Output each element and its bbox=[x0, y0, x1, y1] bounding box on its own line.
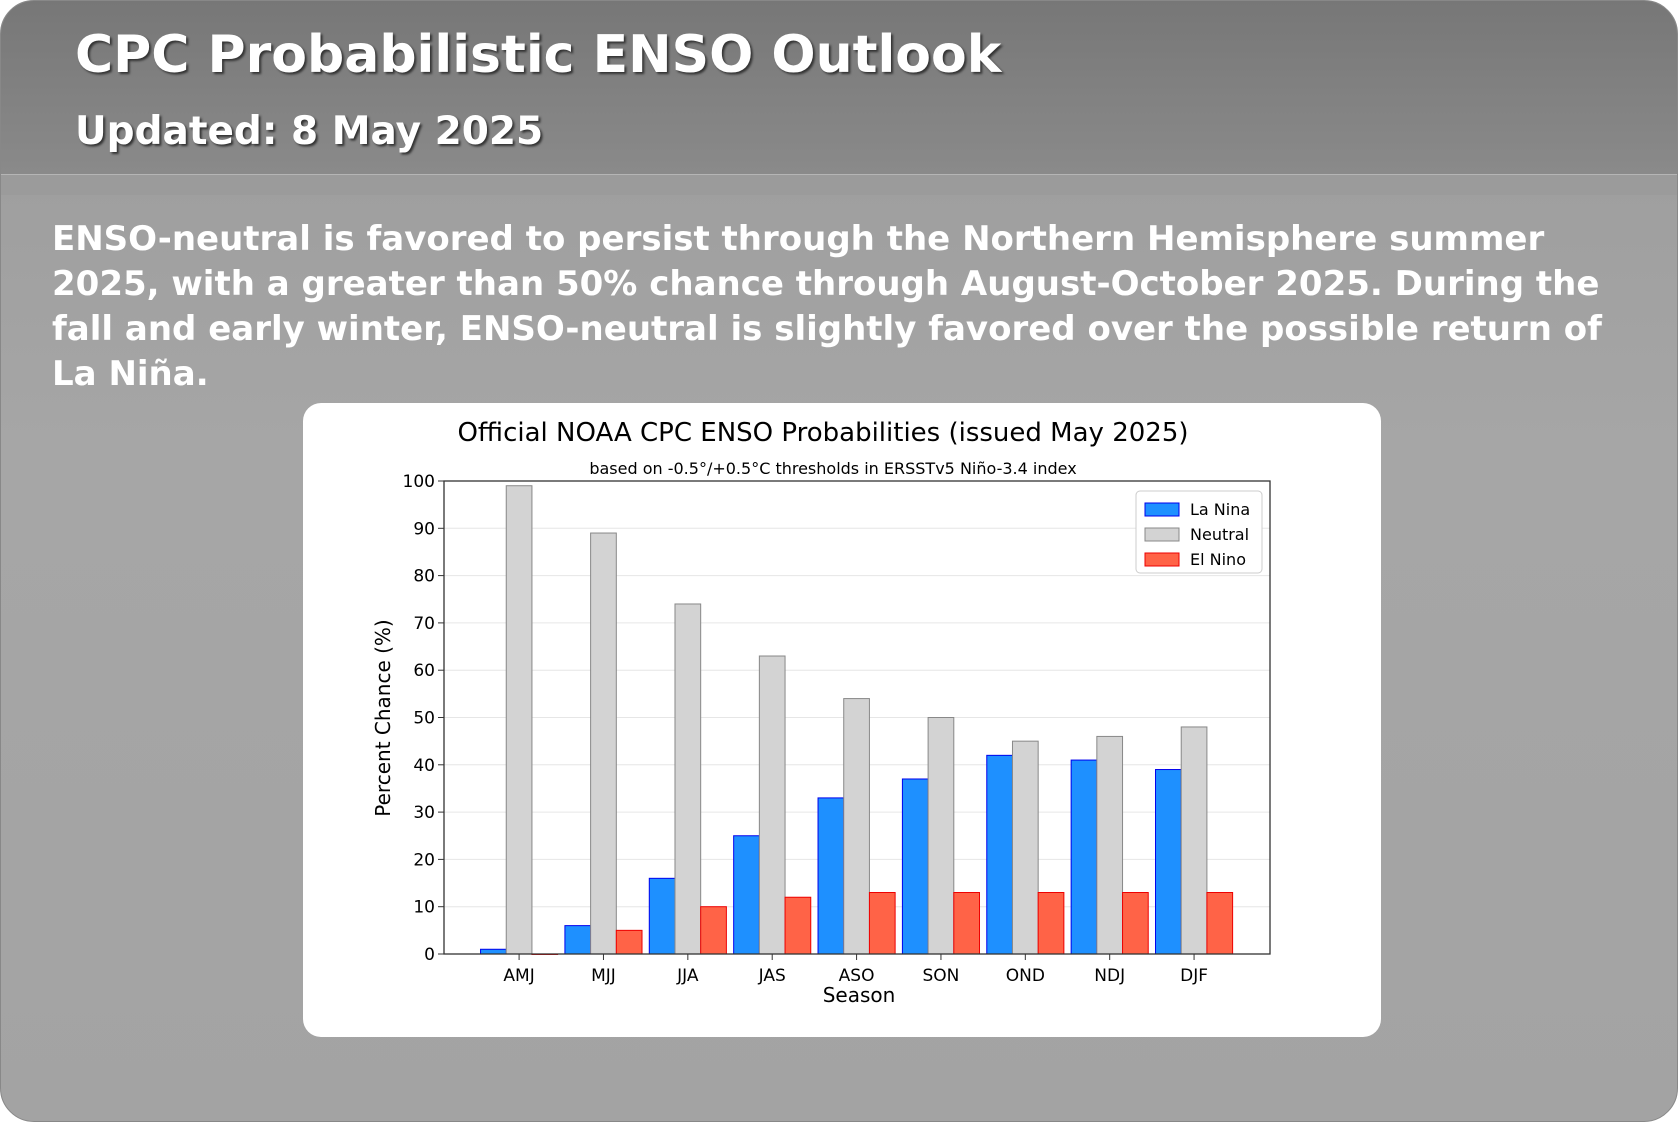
y-tick-label: 100 bbox=[403, 472, 435, 492]
bar-la-nina bbox=[648, 877, 676, 955]
bar-neutral bbox=[505, 485, 533, 955]
bar-neutral bbox=[590, 532, 617, 955]
legend-swatch bbox=[1144, 527, 1180, 542]
legend-swatch bbox=[1144, 552, 1180, 567]
bar-neutral bbox=[674, 603, 702, 955]
bar-la-nina bbox=[901, 778, 929, 955]
bar-neutral bbox=[843, 698, 870, 955]
x-tick-label: JJA bbox=[676, 966, 699, 986]
y-tick-label: 0 bbox=[424, 945, 435, 965]
x-tick-label: DJF bbox=[1180, 966, 1208, 986]
y-tick-label: 80 bbox=[413, 567, 435, 587]
chart-subtitle: based on -0.5°/+0.5°C thresholds in ERSS… bbox=[589, 459, 1076, 478]
x-tick-label: OND bbox=[1006, 966, 1045, 986]
x-tick-label: ASO bbox=[839, 966, 875, 986]
y-axis-label: Percent Chance (%) bbox=[371, 619, 395, 816]
legend-swatch bbox=[1144, 502, 1180, 517]
bar-el-nino bbox=[1037, 892, 1065, 955]
bar-el-nino bbox=[700, 906, 727, 955]
legend-label: Neutral bbox=[1190, 525, 1249, 544]
legend-label: La Nina bbox=[1190, 500, 1250, 519]
y-tick-label: 90 bbox=[413, 519, 435, 539]
bar-el-nino bbox=[868, 892, 896, 955]
bar-neutral bbox=[927, 717, 955, 955]
bar-el-nino bbox=[1206, 892, 1234, 955]
divider bbox=[1, 174, 1677, 195]
updated-date: Updated: 8 May 2025 bbox=[75, 109, 544, 154]
bar-la-nina bbox=[1070, 759, 1098, 955]
y-tick-label: 40 bbox=[413, 756, 435, 776]
bar-la-nina bbox=[564, 925, 592, 955]
x-axis-label: Season bbox=[823, 983, 896, 1007]
y-tick-label: 10 bbox=[413, 898, 435, 918]
x-tick-label: JAS bbox=[758, 966, 786, 986]
header: CPC Probabilistic ENSO Outlook Updated: … bbox=[1, 1, 1677, 174]
x-tick-label: AMJ bbox=[503, 966, 534, 986]
bar-el-nino bbox=[953, 892, 980, 955]
bar-el-nino bbox=[784, 896, 812, 955]
summary-text: ENSO-neutral is favored to persist throu… bbox=[52, 219, 1602, 394]
chart-title: Official NOAA CPC ENSO Probabilities (is… bbox=[457, 418, 1188, 448]
enso-probability-chart: Official NOAA CPC ENSO Probabilities (is… bbox=[371, 418, 1271, 1007]
bar-neutral bbox=[758, 655, 786, 955]
x-tick-label: MJJ bbox=[591, 966, 616, 986]
bar-el-nino bbox=[615, 929, 643, 955]
y-tick-label: 60 bbox=[413, 661, 435, 681]
y-tick-label: 20 bbox=[413, 850, 435, 870]
legend-label: El Nino bbox=[1190, 550, 1246, 569]
bar-la-nina bbox=[480, 948, 507, 955]
bar-el-nino bbox=[1122, 892, 1149, 955]
bar-la-nina bbox=[986, 754, 1013, 955]
chart-card: Official NOAA CPC ENSO Probabilities (is… bbox=[303, 403, 1381, 1037]
bar-neutral bbox=[1180, 726, 1208, 955]
y-tick-label: 50 bbox=[413, 709, 435, 729]
bar-la-nina bbox=[1155, 769, 1182, 955]
y-tick-label: 70 bbox=[413, 614, 435, 634]
x-tick-label: SON bbox=[923, 966, 960, 986]
bar-la-nina bbox=[817, 797, 845, 955]
page-title: CPC Probabilistic ENSO Outlook bbox=[75, 25, 1002, 85]
bar-la-nina bbox=[733, 835, 760, 955]
bar-neutral bbox=[1011, 740, 1039, 955]
bar-neutral bbox=[1096, 735, 1124, 955]
y-tick-label: 30 bbox=[413, 803, 435, 823]
x-tick-label: NDJ bbox=[1094, 966, 1125, 986]
